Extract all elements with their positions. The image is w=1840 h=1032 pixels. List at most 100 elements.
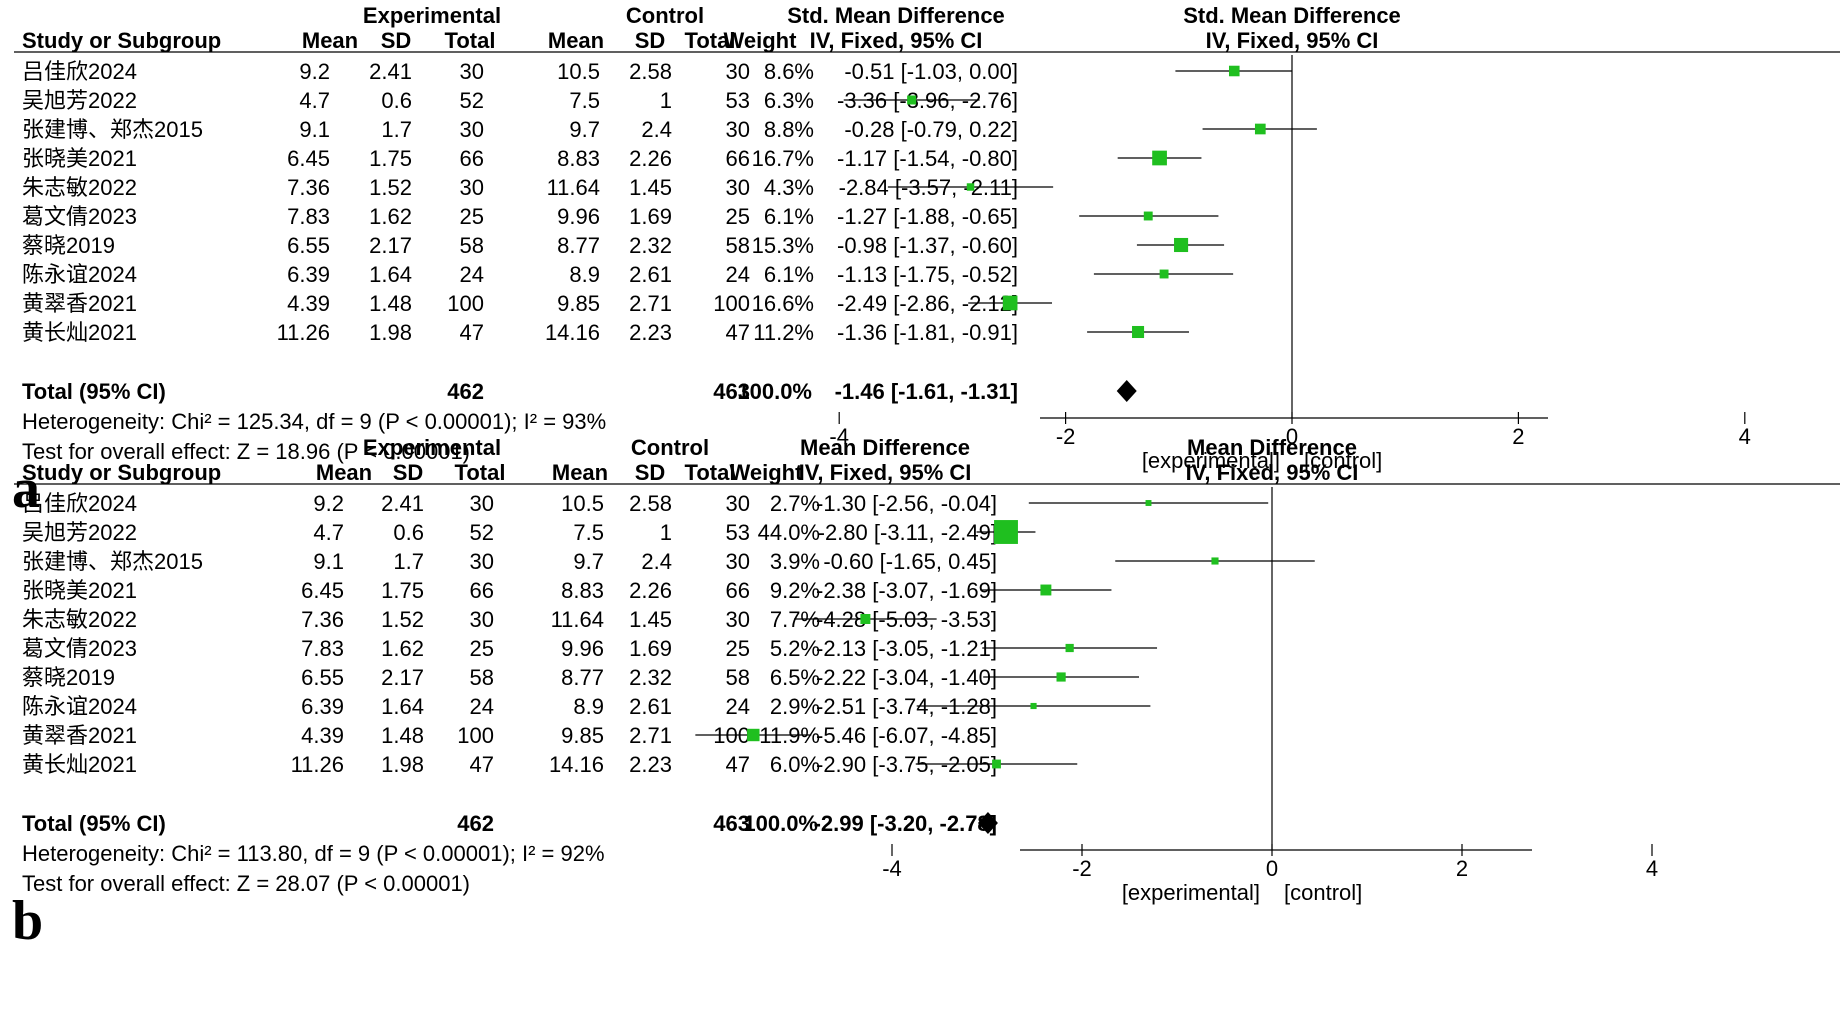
panel-b-tick-label: 0: [1266, 856, 1278, 881]
mean-experimental: 6.55: [301, 665, 344, 690]
sd-experimental: 1.52: [369, 175, 412, 200]
total-control: 58: [726, 665, 750, 690]
panel-a-header-sd-c: SD: [635, 28, 666, 53]
panel-b-study-row: 朱志敏2022 7.36 1.52 30 11.64 1.45 30 7.7%-4.28 [-…: [22, 607, 997, 632]
panel-b-header-mean-c: Mean: [552, 460, 608, 485]
weight: 5.2%: [770, 636, 820, 661]
total-experimental: 58: [460, 233, 484, 258]
total-experimental: 52: [460, 88, 484, 113]
sd-experimental: 0.6: [381, 88, 412, 113]
sd-experimental: 1.98: [381, 752, 424, 777]
mean-control: 8.77: [557, 233, 600, 258]
panel-a-study-row: 陈永谊2024 6.39 1.64 24 8.9 2.61 24 6.1% -1.13 [-1.…: [22, 262, 1234, 287]
panel-a-header-experimental: Experimental: [363, 3, 501, 28]
total-experimental: 25: [470, 636, 494, 661]
panel-a-header-plot-title: Std. Mean Difference: [1183, 3, 1401, 28]
panel-b-point-estimate: [1040, 584, 1052, 596]
study-name: 葛文倩2023: [22, 204, 137, 229]
effect-ci-text: -1.13 [-1.75, -0.52]: [837, 262, 1018, 287]
panel-a-overall-effect: Test for overall effect: Z = 18.96 (P < …: [22, 439, 470, 464]
sd-control: 2.26: [629, 146, 672, 171]
total-control: 25: [726, 636, 750, 661]
sd-control: 2.23: [629, 320, 672, 345]
total-experimental: 30: [460, 175, 484, 200]
panel-b-point-estimate: [1145, 500, 1152, 506]
mean-experimental: 4.7: [313, 520, 344, 545]
panel-b-study-row: 陈永谊2024 6.39 1.64 24 8.9 2.61 24 2.9%-2.51 [-3.…: [22, 694, 1151, 719]
effect-ci-text: -0.28 [-0.79, 0.22]: [844, 117, 1018, 142]
panel-a-header-plot-method: IV, Fixed, 95% CI: [1206, 28, 1379, 53]
panel-b-header-experimental: Experimental: [363, 435, 501, 460]
total-control: 30: [726, 607, 750, 632]
sd-control: 2.26: [629, 578, 672, 603]
panel-b-tick-label: -4: [882, 856, 902, 881]
mean-experimental: 9.1: [299, 117, 330, 142]
total-label: Total (95% CI): [22, 811, 166, 836]
mean-experimental: 11.26: [277, 320, 330, 345]
mean-experimental: 7.83: [287, 204, 330, 229]
panel-b-point-estimate: [1065, 643, 1074, 653]
study-name: 葛文倩2023: [22, 636, 137, 661]
mean-experimental: 4.39: [301, 723, 344, 748]
sd-control: 2.71: [629, 723, 672, 748]
total-label: Total (95% CI): [22, 379, 166, 404]
panel-a-study-row: 朱志敏2022 7.36 1.52 30 11.64 1.45 30 4.3% -2.84 [-…: [22, 175, 1054, 200]
total-control: 30: [726, 491, 750, 516]
effect-ci-text: -2.80 [-3.11, -2.49]: [818, 520, 997, 545]
total-experimental: 66: [460, 146, 484, 171]
sd-control: 2.4: [641, 117, 672, 142]
sd-control: 2.23: [629, 752, 672, 777]
panel-b-point-estimate: [1211, 557, 1219, 565]
sd-experimental: 2.17: [369, 233, 412, 258]
mean-control: 8.9: [573, 694, 604, 719]
sd-experimental: 1.62: [369, 204, 412, 229]
mean-experimental: 6.45: [287, 146, 330, 171]
total-control: 100: [713, 291, 750, 316]
sd-experimental: 1.48: [369, 291, 412, 316]
panel-a-header-effect-method: IV, Fixed, 95% CI: [810, 28, 983, 53]
mean-control: 8.9: [569, 262, 600, 287]
effect-ci-text: -2.38 [-3.07, -1.69]: [816, 578, 997, 603]
total-experimental: 100: [447, 291, 484, 316]
total-n-control: 463: [713, 811, 750, 836]
mean-control: 7.5: [573, 520, 604, 545]
mean-control: 9.96: [561, 636, 604, 661]
sd-control: 2.61: [629, 262, 672, 287]
effect-ci-text: -1.30 [-2.56, -0.04]: [816, 491, 997, 516]
sd-control: 1.45: [629, 175, 672, 200]
study-name: 黄长灿2021: [22, 752, 137, 777]
panel-a-tick-label: 0: [1286, 424, 1298, 449]
weight: 16.7%: [752, 146, 814, 171]
mean-control: 8.83: [557, 146, 600, 171]
total-weight: 100.0%: [737, 379, 812, 404]
sd-experimental: 1.48: [381, 723, 424, 748]
panel-a-point-estimate: [1159, 269, 1169, 279]
sd-control: 2.4: [641, 549, 672, 574]
study-name: 吕佳欣2024: [22, 59, 137, 84]
panel-a-point-estimate: [1228, 65, 1240, 77]
total-experimental: 30: [460, 117, 484, 142]
mean-control: 10.5: [561, 491, 604, 516]
effect-ci-text: -2.13 [-3.05, -1.21]: [816, 636, 997, 661]
panel-a-point-estimate: [1174, 237, 1189, 253]
mean-control: 9.96: [557, 204, 600, 229]
panel-a-tick-label: 4: [1739, 424, 1751, 449]
study-name: 吴旭芳2022: [22, 520, 137, 545]
panel-b-point-estimate: [860, 614, 871, 624]
panel-b-point-estimate: [1056, 672, 1066, 682]
weight: 6.3%: [764, 88, 814, 113]
total-experimental: 24: [470, 694, 494, 719]
panel-b-study-row: 吕佳欣2024 9.2 2.41 30 10.5 2.58 30 2.7%-1.30 [-2.…: [22, 491, 1269, 516]
total-control: 24: [726, 694, 750, 719]
total-control: 24: [726, 262, 750, 287]
sd-control: 2.32: [629, 665, 672, 690]
panel-b-header-weight: Weight: [730, 460, 804, 485]
mean-control: 11.64: [551, 607, 604, 632]
mean-experimental: 11.26: [291, 752, 344, 777]
mean-control: 11.64: [547, 175, 600, 200]
weight: 16.6%: [752, 291, 814, 316]
panel-b-study-row: 张建博、郑杰2015 9.1 1.7 30 9.7 2.4 30 3.9% -0.60 [-1.…: [22, 549, 1315, 574]
weight: 6.5%: [770, 665, 820, 690]
total-control: 53: [726, 88, 750, 113]
